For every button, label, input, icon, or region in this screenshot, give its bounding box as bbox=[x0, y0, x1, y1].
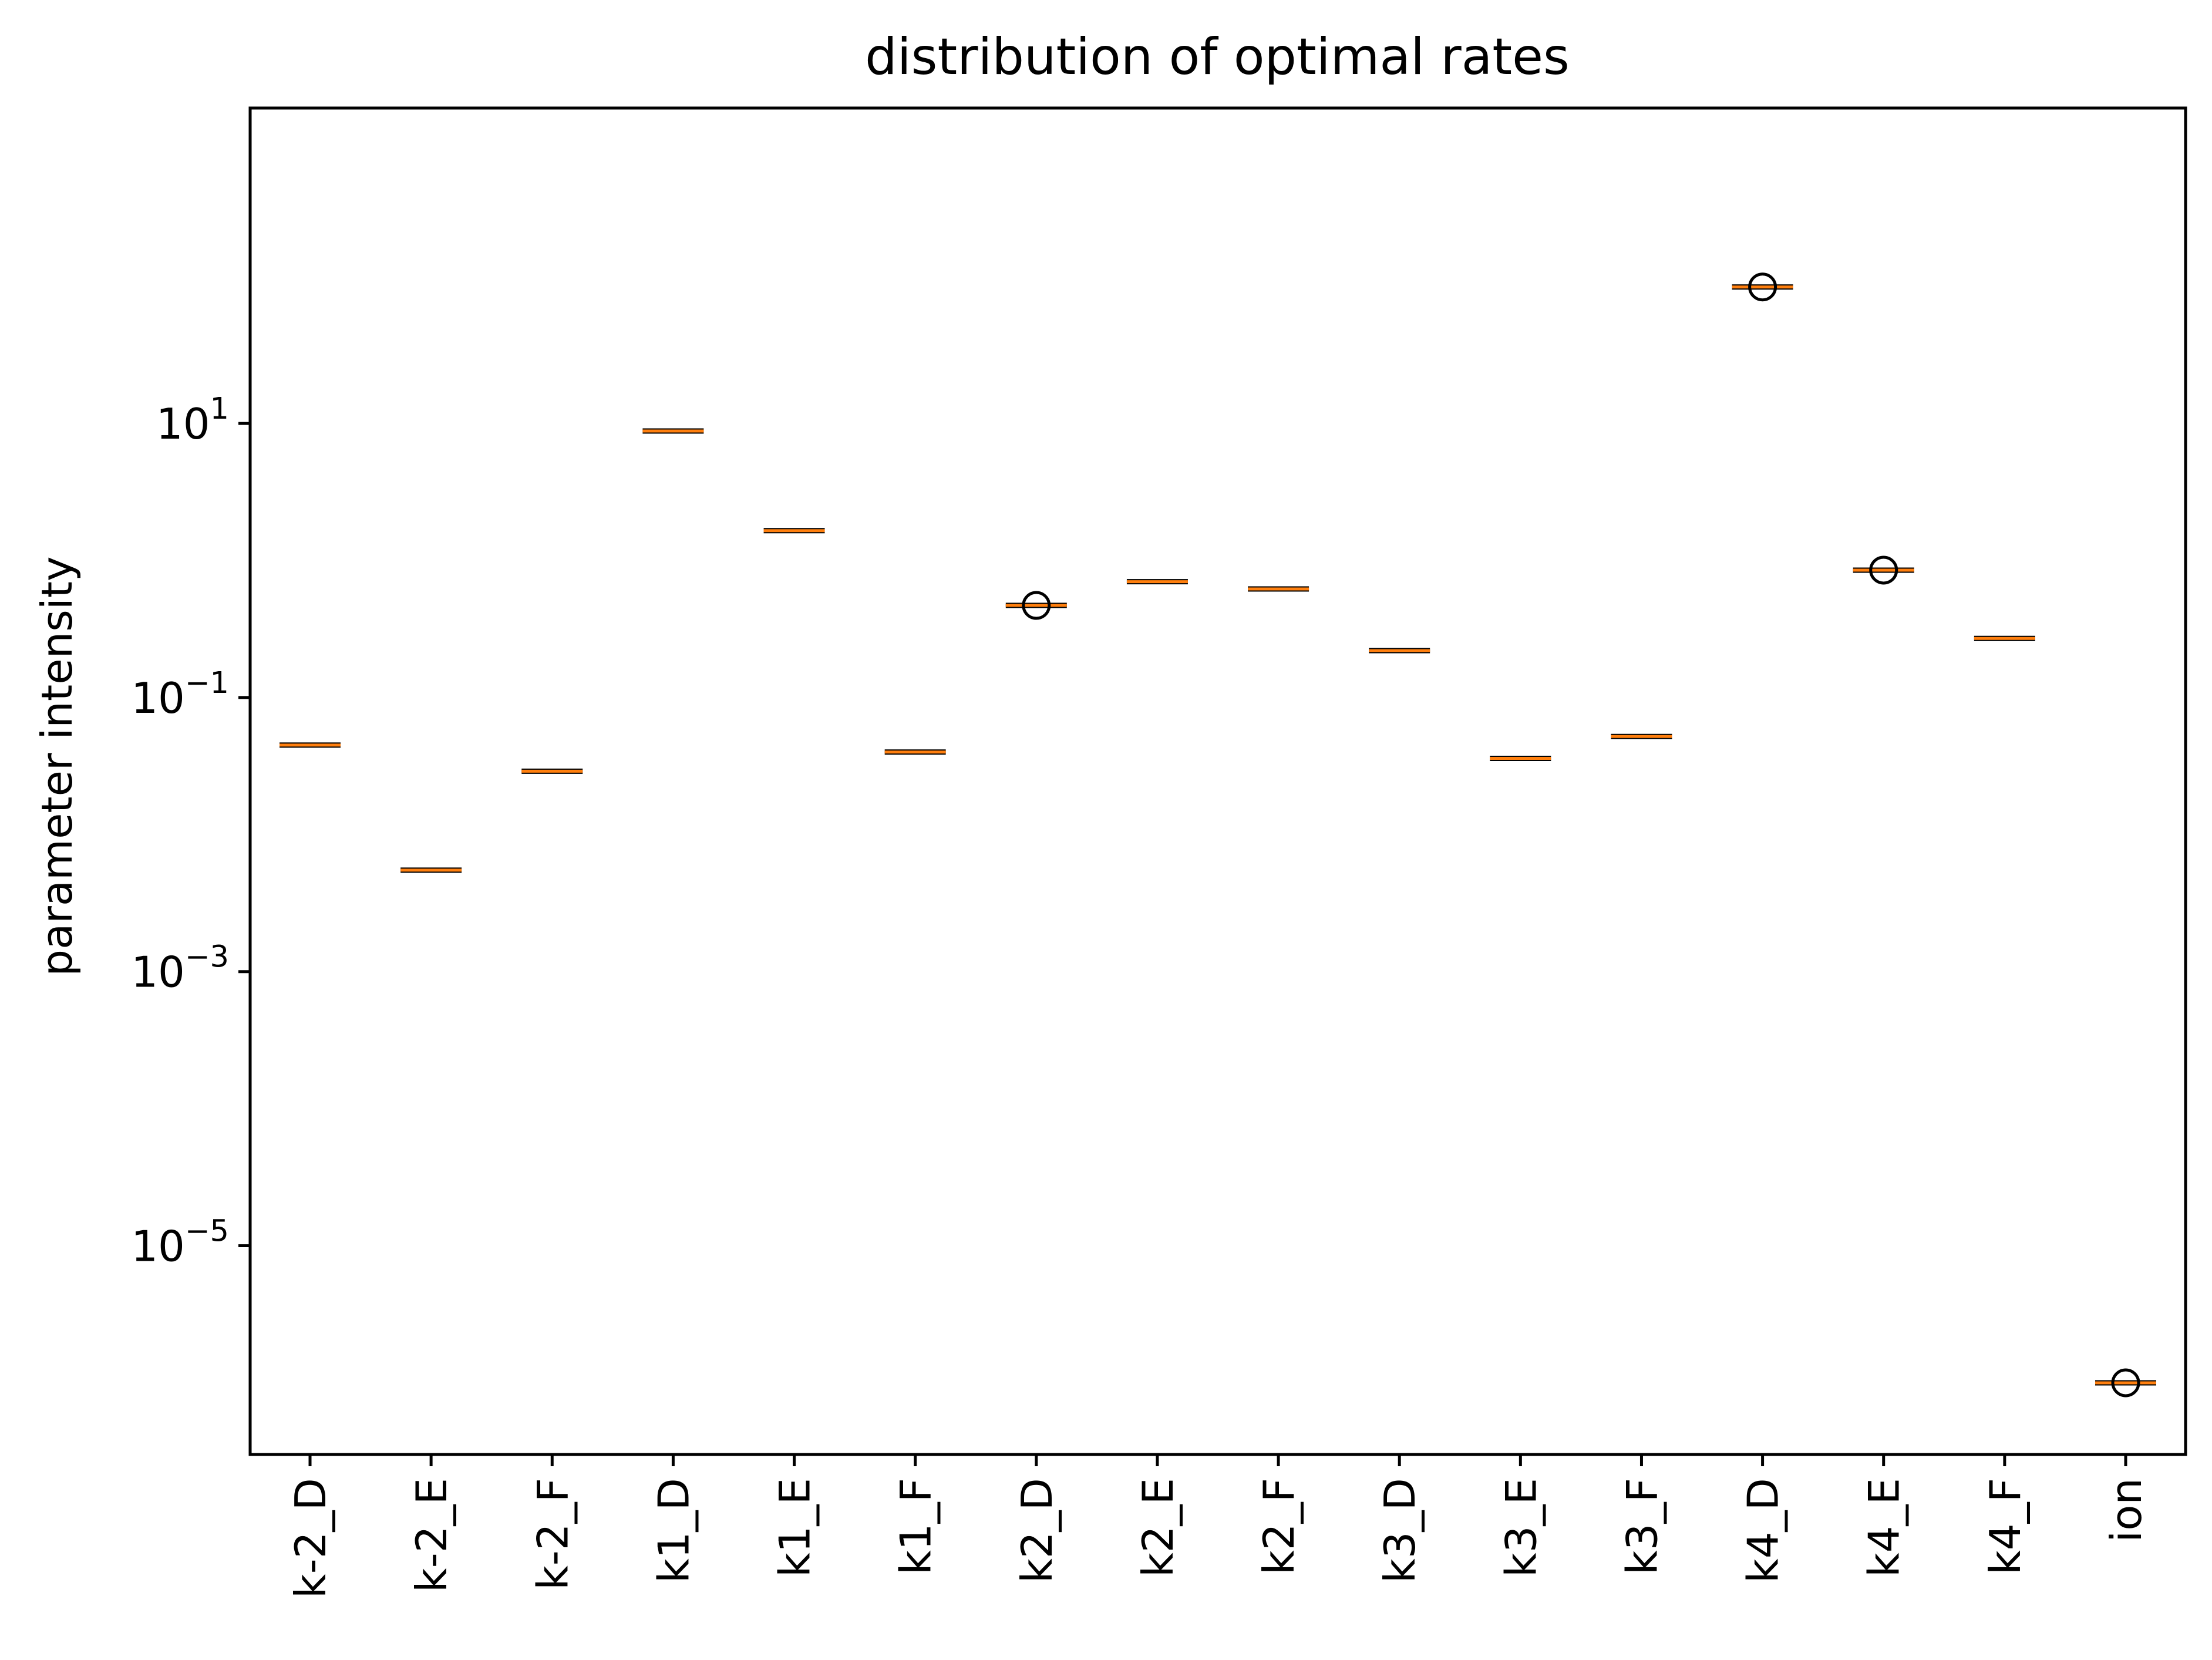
plot-frame bbox=[248, 106, 2187, 1456]
x-tick-label: k1_F bbox=[891, 1478, 941, 1575]
y-tick-label: 10−3 bbox=[131, 940, 229, 997]
x-tick-label: k3_F bbox=[1617, 1478, 1666, 1575]
x-tick-label: k-2_E bbox=[407, 1478, 456, 1592]
y-tick-label: 101 bbox=[156, 392, 229, 449]
y-tick-label: 10−5 bbox=[131, 1214, 229, 1271]
x-tick-label: k2_F bbox=[1254, 1478, 1304, 1575]
y-tick-label: 10−1 bbox=[131, 666, 229, 723]
x-tick-label: k1_E bbox=[770, 1478, 820, 1577]
x-tick-label: k3_E bbox=[1496, 1478, 1546, 1577]
x-tick-label: ion bbox=[2102, 1478, 2151, 1543]
outlier-point bbox=[1022, 591, 1051, 620]
x-tick-label: k2_E bbox=[1133, 1478, 1183, 1577]
outlier-point bbox=[1748, 272, 1777, 302]
x-tick-label: k4_E bbox=[1860, 1478, 1909, 1577]
y-axis-label: parameter intensity bbox=[32, 556, 82, 976]
outlier-point bbox=[1869, 555, 1898, 585]
plot-area: 101 10−1 10−3 10−5 k-2_D k-2_E k-2_F k1_D k1_E k1… bbox=[131, 272, 2156, 1598]
outlier-point bbox=[2111, 1368, 2140, 1398]
x-tick-label: k1_D bbox=[649, 1478, 698, 1583]
x-tick-label: k3_D bbox=[1375, 1478, 1425, 1583]
x-tick-label: k4_F bbox=[1981, 1478, 2030, 1575]
x-tick-label: k-2_F bbox=[528, 1478, 577, 1590]
chart-title: distribution of optimal rates bbox=[865, 28, 1570, 86]
x-tick-label: k2_D bbox=[1012, 1478, 1062, 1583]
x-tick-label: k4_D bbox=[1739, 1478, 1788, 1583]
x-tick-label: k-2_D bbox=[286, 1478, 335, 1598]
